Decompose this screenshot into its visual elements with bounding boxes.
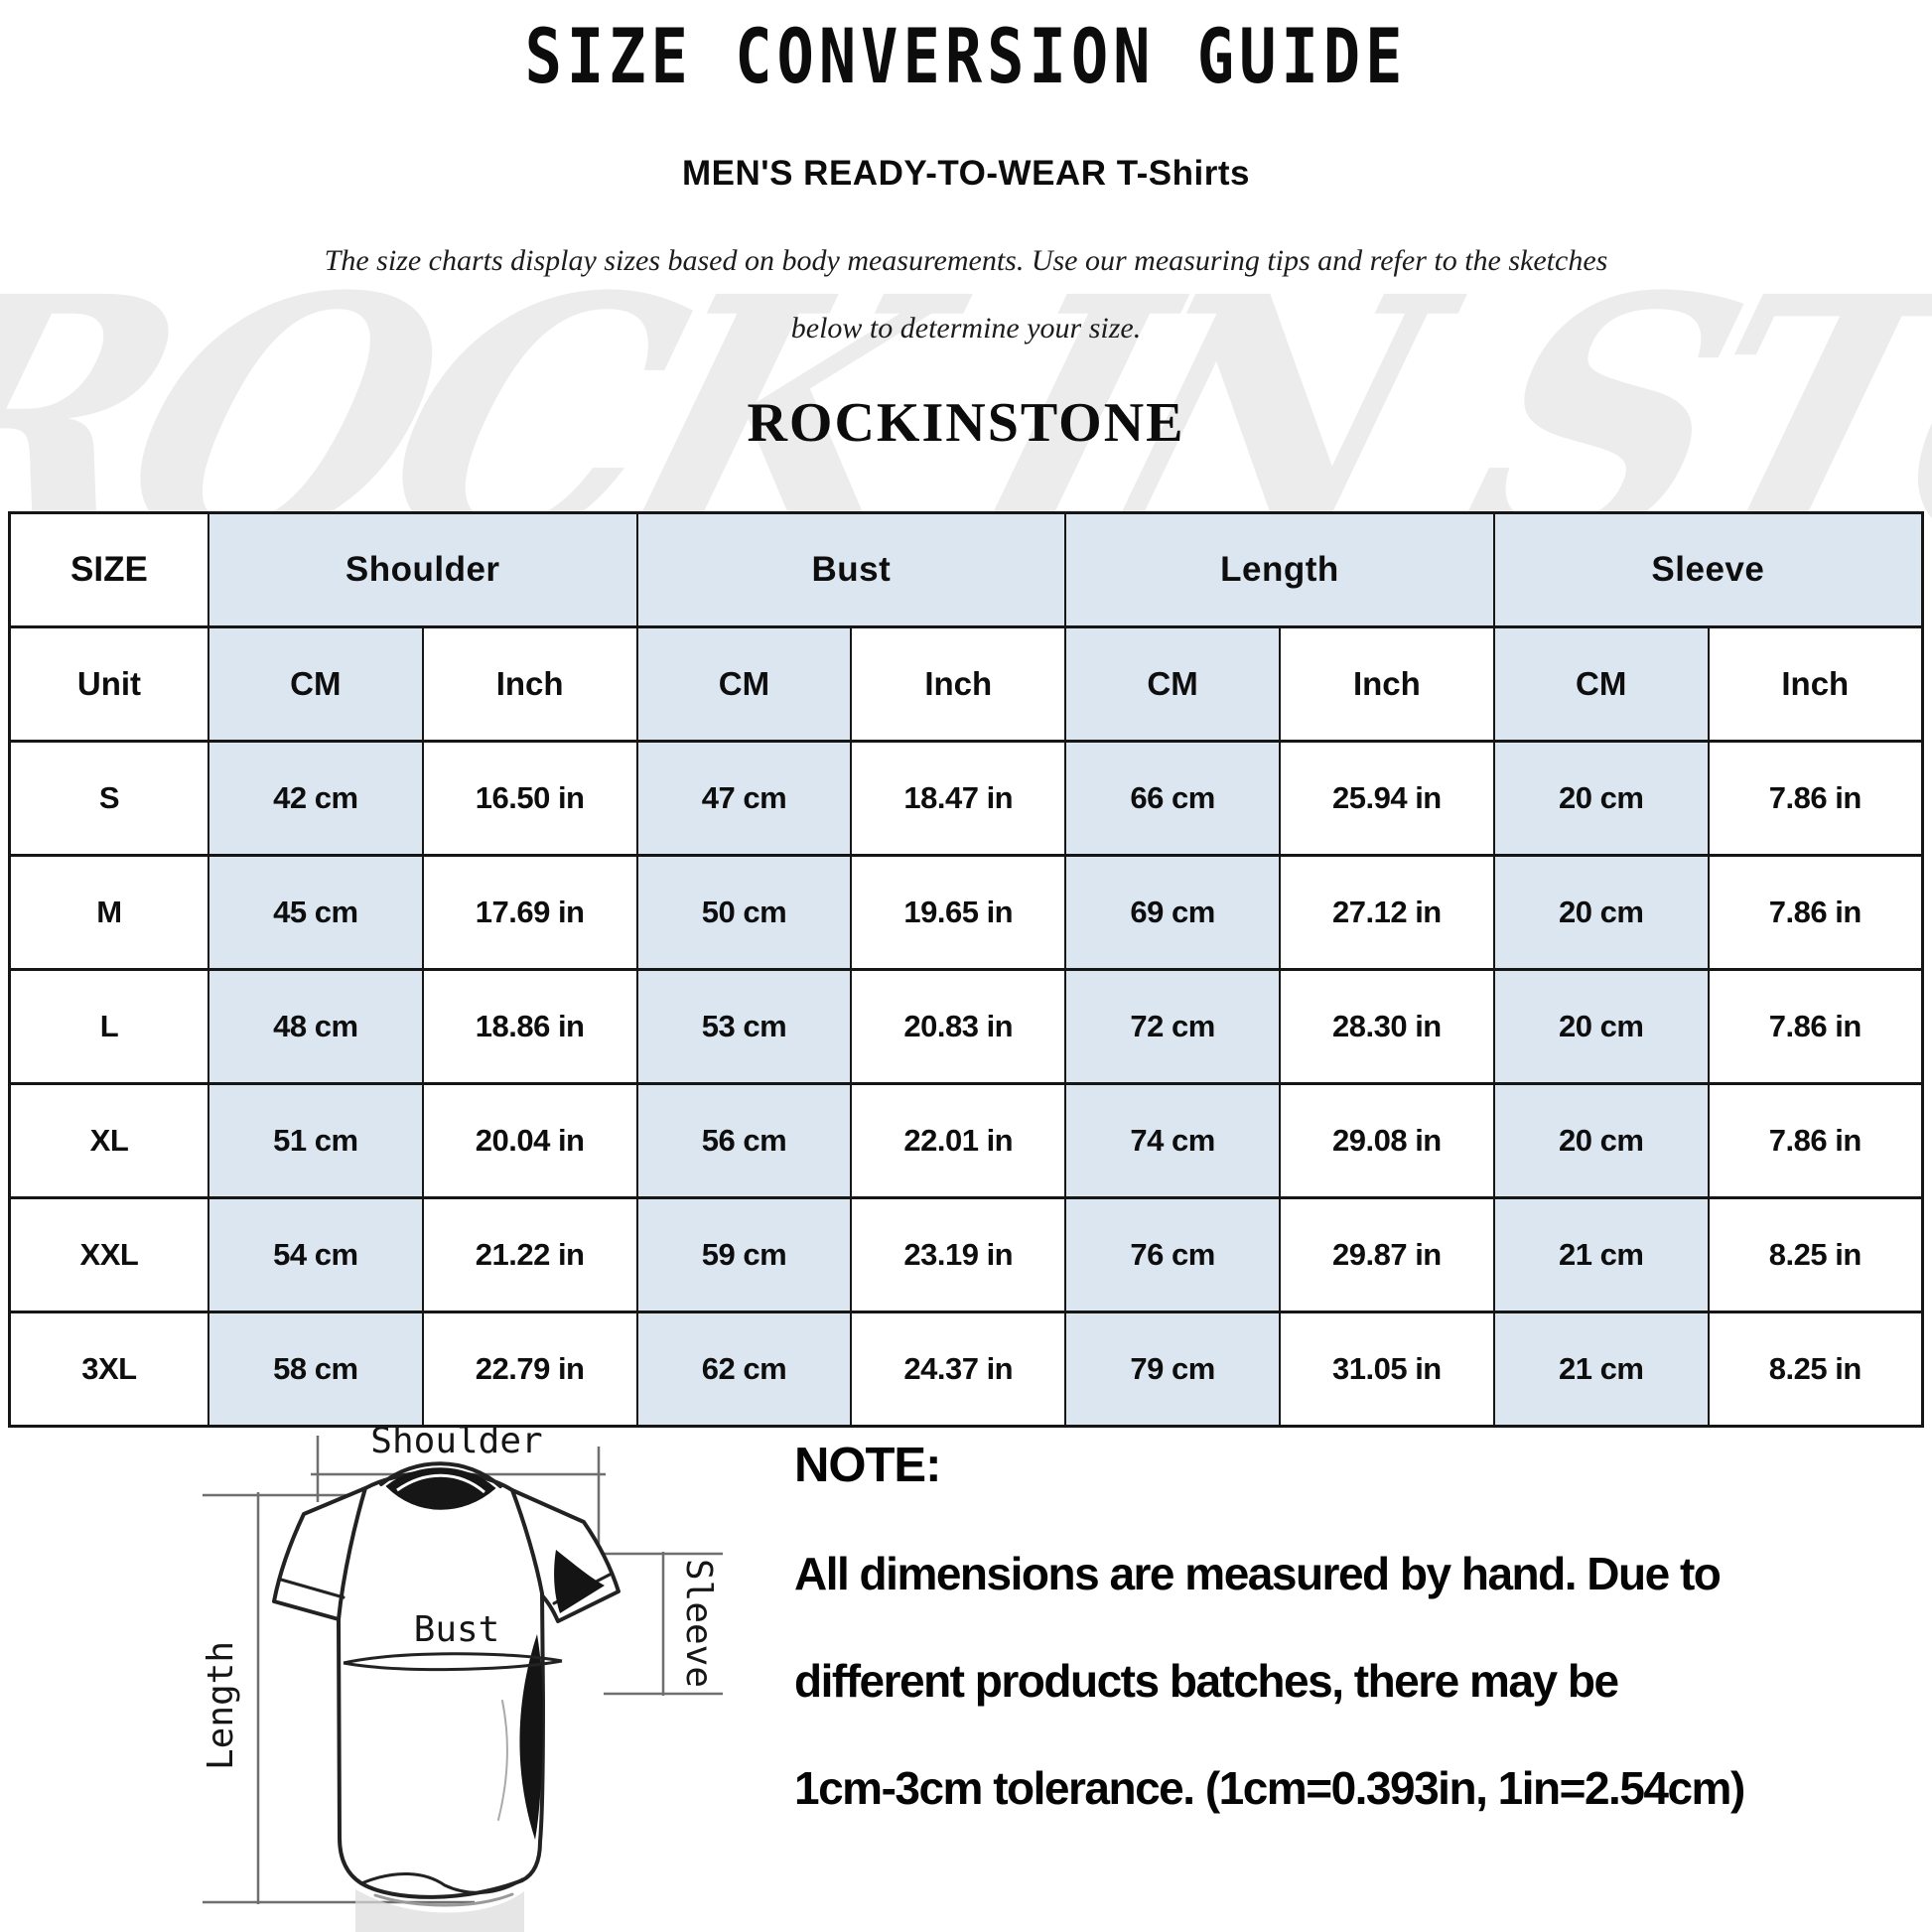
column-header-sleeve: Sleeve [1492, 511, 1924, 628]
diagram-sleeve-label: Sleeve [678, 1559, 719, 1688]
unit-length-inch: Inch [1278, 625, 1495, 743]
cell-length-inch: 27.12 in [1278, 854, 1495, 971]
cell-shoulder-cm: 48 cm [207, 968, 424, 1085]
brand-name: ROCKINSTONE [747, 392, 1185, 454]
note-line-3: 1cm-3cm tolerance. (1cm=0.393in, 1in=2.5… [794, 1762, 1745, 1814]
column-header-length: Length [1064, 511, 1495, 628]
cell-length-inch: 29.08 in [1278, 1082, 1495, 1199]
cell-sleeve-cm: 20 cm [1492, 854, 1710, 971]
cell-shoulder-inch: 16.50 in [421, 740, 638, 857]
diagram-shoulder-label: Shoulder [370, 1421, 542, 1461]
cell-bust-inch: 22.01 in [850, 1082, 1067, 1199]
cell-sleeve-inch: 8.25 in [1707, 1196, 1924, 1313]
cell-shoulder-cm: 58 cm [207, 1311, 424, 1428]
cell-sleeve-cm: 20 cm [1492, 1082, 1710, 1199]
cell-sleeve-inch: 7.86 in [1707, 1082, 1924, 1199]
cell-shoulder-cm: 45 cm [207, 854, 424, 971]
unit-sleeve-inch: Inch [1707, 625, 1924, 743]
unit-bust-cm: CM [635, 625, 853, 743]
note-line-2: different products batches, there may be [794, 1655, 1619, 1707]
size-conversion-table: SIZE Shoulder Bust Length Sleeve Unit CM… [8, 511, 1924, 1428]
cell-bust-cm: 47 cm [635, 740, 853, 857]
column-header-bust: Bust [635, 511, 1067, 628]
cell-length-inch: 28.30 in [1278, 968, 1495, 1085]
cell-bust-inch: 24.37 in [850, 1311, 1067, 1428]
cell-shoulder-cm: 42 cm [207, 740, 424, 857]
cell-sleeve-cm: 20 cm [1492, 740, 1710, 857]
cell-sleeve-cm: 20 cm [1492, 968, 1710, 1085]
unit-sleeve-cm: CM [1492, 625, 1710, 743]
note-block: NOTE: All dimensions are measured by han… [794, 1438, 1932, 1868]
table-row: S 42 cm 16.50 in 47 cm 18.47 in 66 cm 25… [8, 740, 1924, 857]
cell-size: XL [8, 1082, 209, 1199]
unit-shoulder-cm: CM [207, 625, 424, 743]
cell-sleeve-cm: 21 cm [1492, 1196, 1710, 1313]
cell-bust-cm: 56 cm [635, 1082, 853, 1199]
tshirt-measurement-diagram: Shoulder Bust Length Sleeve [201, 1421, 723, 1932]
cell-bust-cm: 50 cm [635, 854, 853, 971]
table-row: 3XL 58 cm 22.79 in 62 cm 24.37 in 79 cm … [8, 1311, 1924, 1428]
table-row: XL 51 cm 20.04 in 56 cm 22.01 in 74 cm 2… [8, 1082, 1924, 1199]
cell-size: M [8, 854, 209, 971]
cell-bust-cm: 53 cm [635, 968, 853, 1085]
subtitle: MEN'S READY-TO-WEAR T-Shirts [682, 154, 1250, 193]
cell-length-cm: 76 cm [1064, 1196, 1281, 1313]
unit-label: Unit [8, 625, 209, 743]
description-line-2: below to determine your size. [790, 312, 1142, 345]
cell-bust-inch: 20.83 in [850, 968, 1067, 1085]
cell-shoulder-cm: 54 cm [207, 1196, 424, 1313]
cell-shoulder-cm: 51 cm [207, 1082, 424, 1199]
unit-shoulder-inch: Inch [421, 625, 638, 743]
table-row: XXL 54 cm 21.22 in 59 cm 23.19 in 76 cm … [8, 1196, 1924, 1313]
note-heading: NOTE: [794, 1439, 941, 1492]
cell-length-inch: 25.94 in [1278, 740, 1495, 857]
column-header-shoulder: Shoulder [207, 511, 638, 628]
cell-sleeve-inch: 7.86 in [1707, 740, 1924, 857]
cell-shoulder-inch: 17.69 in [421, 854, 638, 971]
cell-length-cm: 69 cm [1064, 854, 1281, 971]
cell-length-cm: 74 cm [1064, 1082, 1281, 1199]
cell-size: S [8, 740, 209, 857]
diagram-length-label: Length [201, 1641, 241, 1770]
cell-sleeve-inch: 7.86 in [1707, 854, 1924, 971]
cell-length-cm: 72 cm [1064, 968, 1281, 1085]
cell-size: L [8, 968, 209, 1085]
table-header-row: SIZE Shoulder Bust Length Sleeve [8, 511, 1924, 628]
table-unit-row: Unit CM Inch CM Inch CM Inch CM Inch [8, 625, 1924, 743]
unit-bust-inch: Inch [850, 625, 1067, 743]
cell-sleeve-inch: 8.25 in [1707, 1311, 1924, 1428]
column-header-size: SIZE [8, 511, 209, 628]
cell-length-cm: 79 cm [1064, 1311, 1281, 1428]
cell-length-inch: 31.05 in [1278, 1311, 1495, 1428]
cell-bust-inch: 18.47 in [850, 740, 1067, 857]
cell-length-inch: 29.87 in [1278, 1196, 1495, 1313]
cell-size: XXL [8, 1196, 209, 1313]
page-title: SIZE CONVERSION GUIDE [524, 12, 1408, 101]
cell-shoulder-inch: 22.79 in [421, 1311, 638, 1428]
cell-sleeve-inch: 7.86 in [1707, 968, 1924, 1085]
table-row: M 45 cm 17.69 in 50 cm 19.65 in 69 cm 27… [8, 854, 1924, 971]
cell-size: 3XL [8, 1311, 209, 1428]
table-row: L 48 cm 18.86 in 53 cm 20.83 in 72 cm 28… [8, 968, 1924, 1085]
tshirt-body [337, 1469, 545, 1899]
note-line-1: All dimensions are measured by hand. Due… [794, 1548, 1722, 1599]
cell-sleeve-cm: 21 cm [1492, 1311, 1710, 1428]
cell-shoulder-inch: 20.04 in [421, 1082, 638, 1199]
cell-bust-cm: 59 cm [635, 1196, 853, 1313]
cell-length-cm: 66 cm [1064, 740, 1281, 857]
cell-bust-cm: 62 cm [635, 1311, 853, 1428]
cell-bust-inch: 19.65 in [850, 854, 1067, 971]
cell-bust-inch: 23.19 in [850, 1196, 1067, 1313]
cell-shoulder-inch: 18.86 in [421, 968, 638, 1085]
description-line-1: The size charts display sizes based on b… [324, 244, 1608, 277]
cell-shoulder-inch: 21.22 in [421, 1196, 638, 1313]
diagram-bust-label: Bust [414, 1609, 500, 1650]
unit-length-cm: CM [1064, 625, 1281, 743]
tshirt-collar [385, 1467, 496, 1510]
